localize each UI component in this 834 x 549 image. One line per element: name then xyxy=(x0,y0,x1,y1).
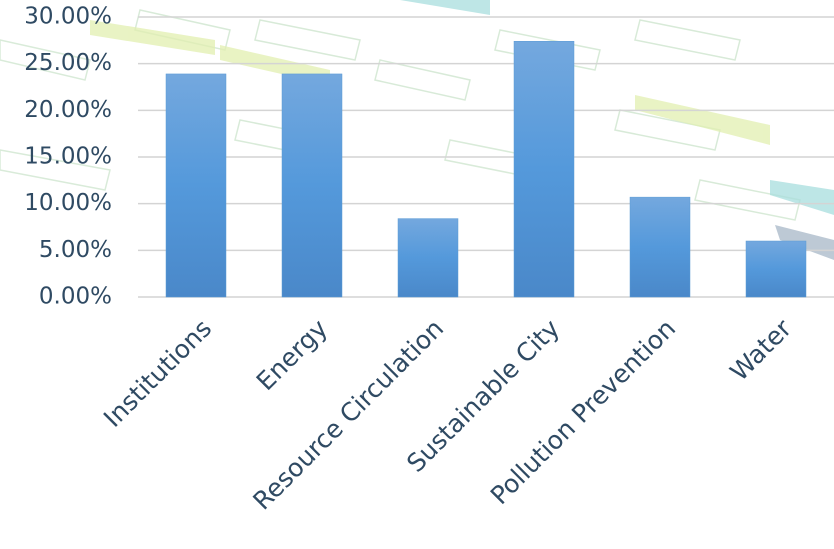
y-tick-label: 10.00% xyxy=(24,190,112,216)
bar xyxy=(165,73,227,298)
x-tick-label: Energy xyxy=(251,314,334,397)
bar xyxy=(629,196,691,298)
y-tick-label: 15.00% xyxy=(24,144,112,170)
x-tick-label: Resource Circulation xyxy=(247,314,449,516)
background-arrows xyxy=(90,0,834,260)
y-tick-label: 20.00% xyxy=(24,97,112,123)
y-tick-label: 5.00% xyxy=(39,237,112,263)
bar xyxy=(513,41,575,298)
x-tick-label: Institutions xyxy=(98,314,217,433)
y-tick-label: 30.00% xyxy=(24,4,112,30)
bar xyxy=(745,240,807,298)
y-tick-label: 0.00% xyxy=(39,284,112,310)
bar xyxy=(281,73,343,298)
x-tick-label: Water xyxy=(724,313,797,386)
y-tick-label: 25.00% xyxy=(24,50,112,76)
bar xyxy=(397,218,459,298)
